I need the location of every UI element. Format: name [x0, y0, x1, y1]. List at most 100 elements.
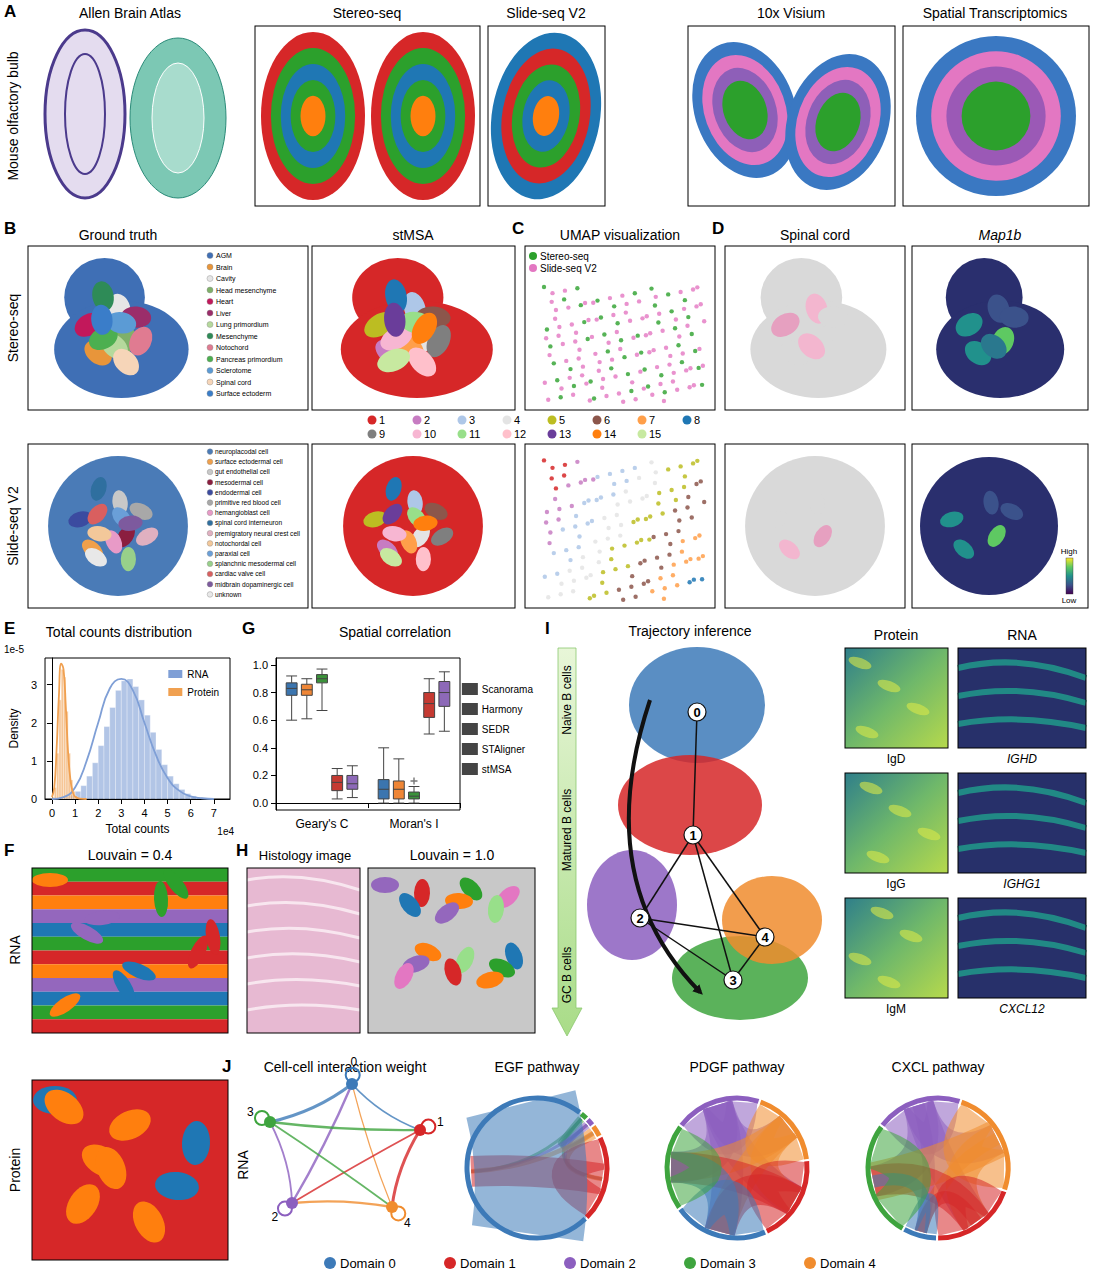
- svg-text:Allen Brain Atlas: Allen Brain Atlas: [79, 5, 181, 21]
- svg-text:UMAP visualization: UMAP visualization: [560, 227, 680, 243]
- svg-text:I: I: [545, 619, 550, 638]
- svg-text:Stereo-seq: Stereo-seq: [5, 294, 21, 362]
- svg-text:6: 6: [188, 807, 194, 819]
- svg-text:1.0: 1.0: [253, 659, 268, 671]
- svg-text:midbrain dopaminergic cell: midbrain dopaminergic cell: [215, 581, 294, 589]
- svg-text:14: 14: [604, 428, 616, 440]
- svg-text:Louvain = 1.0: Louvain = 1.0: [410, 847, 495, 863]
- svg-text:12: 12: [514, 428, 526, 440]
- svg-text:Pancreas primordium: Pancreas primordium: [216, 356, 283, 364]
- svg-text:Spatial Transcriptomics: Spatial Transcriptomics: [923, 5, 1068, 21]
- svg-text:3: 3: [247, 1105, 254, 1119]
- svg-text:Cavity: Cavity: [216, 275, 236, 283]
- svg-text:H: H: [236, 841, 248, 860]
- svg-text:0: 0: [49, 807, 55, 819]
- svg-text:0.6: 0.6: [253, 714, 268, 726]
- svg-text:Slide-seq V2: Slide-seq V2: [540, 263, 597, 274]
- svg-text:F: F: [4, 841, 14, 860]
- svg-text:3: 3: [31, 679, 37, 691]
- svg-text:AGM: AGM: [216, 252, 232, 259]
- svg-text:IgD: IgD: [887, 752, 906, 766]
- svg-text:Stereo-seq: Stereo-seq: [333, 5, 401, 21]
- svg-text:hemangioblast cell: hemangioblast cell: [215, 509, 270, 517]
- svg-text:3: 3: [118, 807, 124, 819]
- svg-text:splanchnic mesodermal cell: splanchnic mesodermal cell: [215, 560, 297, 568]
- svg-text:11: 11: [469, 428, 480, 440]
- svg-text:Protein: Protein: [187, 687, 219, 698]
- svg-text:Domain 4: Domain 4: [820, 1256, 876, 1271]
- svg-text:RNA: RNA: [235, 1150, 251, 1180]
- svg-text:0.4: 0.4: [253, 742, 268, 754]
- svg-text:Protein: Protein: [7, 1148, 23, 1192]
- svg-text:10x Visium: 10x Visium: [757, 5, 825, 21]
- svg-text:2: 2: [31, 717, 37, 729]
- svg-text:surface ectodermal cell: surface ectodermal cell: [215, 458, 283, 465]
- svg-text:B: B: [4, 219, 16, 238]
- svg-text:premigratory neural crest cell: premigratory neural crest cell: [215, 530, 301, 538]
- svg-text:GC B cells: GC B cells: [560, 947, 574, 1004]
- svg-text:Scanorama: Scanorama: [482, 684, 534, 695]
- svg-text:Total counts distribution: Total counts distribution: [46, 624, 192, 640]
- svg-text:7: 7: [649, 414, 655, 426]
- svg-text:1e4: 1e4: [217, 826, 234, 837]
- svg-text:4: 4: [514, 414, 520, 426]
- svg-text:1: 1: [379, 414, 385, 426]
- svg-text:8: 8: [694, 414, 700, 426]
- svg-text:15: 15: [649, 428, 661, 440]
- svg-text:7: 7: [211, 807, 217, 819]
- svg-text:Lung primordium: Lung primordium: [216, 321, 269, 329]
- svg-text:Spinal cord: Spinal cord: [216, 379, 251, 387]
- svg-text:E: E: [4, 619, 15, 638]
- svg-text:primitive red blood cell: primitive red blood cell: [215, 499, 281, 507]
- svg-text:mesodermal cell: mesodermal cell: [215, 479, 264, 486]
- svg-text:Head mesenchyme: Head mesenchyme: [216, 287, 276, 295]
- svg-text:RNA: RNA: [1007, 627, 1037, 643]
- svg-text:5: 5: [559, 414, 565, 426]
- svg-text:9: 9: [379, 428, 385, 440]
- svg-text:0: 0: [350, 1055, 357, 1069]
- svg-text:Domain 2: Domain 2: [580, 1256, 636, 1271]
- svg-text:RNA: RNA: [7, 935, 23, 965]
- svg-text:Stereo-seq: Stereo-seq: [540, 251, 589, 262]
- svg-text:IGHD: IGHD: [1007, 752, 1037, 766]
- svg-text:1: 1: [31, 755, 37, 767]
- svg-text:2: 2: [95, 807, 101, 819]
- svg-text:stMSA: stMSA: [482, 764, 512, 775]
- svg-text:Slide-seq V2: Slide-seq V2: [5, 486, 21, 566]
- svg-text:Low: Low: [1062, 596, 1077, 605]
- svg-text:Moran's I: Moran's I: [390, 817, 439, 831]
- svg-text:Total counts: Total counts: [105, 822, 169, 836]
- svg-text:High: High: [1061, 547, 1077, 556]
- svg-text:4: 4: [141, 807, 147, 819]
- svg-text:Surface ectoderm: Surface ectoderm: [216, 390, 271, 397]
- svg-text:stMSA: stMSA: [392, 227, 434, 243]
- svg-text:gut endothelial cell: gut endothelial cell: [215, 468, 270, 476]
- svg-text:3: 3: [469, 414, 475, 426]
- svg-text:CXCL pathway: CXCL pathway: [892, 1059, 985, 1075]
- svg-text:Protein: Protein: [874, 627, 918, 643]
- svg-text:0.2: 0.2: [253, 769, 268, 781]
- svg-text:IGHG1: IGHG1: [1003, 877, 1040, 891]
- svg-text:1e-5: 1e-5: [4, 644, 24, 655]
- svg-text:IgG: IgG: [886, 877, 905, 891]
- svg-text:Ground truth: Ground truth: [79, 227, 158, 243]
- svg-text:2: 2: [424, 414, 430, 426]
- svg-text:Matured B cells: Matured B cells: [560, 789, 574, 872]
- svg-text:Heart: Heart: [216, 298, 233, 305]
- svg-text:Slide-seq V2: Slide-seq V2: [506, 5, 586, 21]
- svg-text:5: 5: [165, 807, 171, 819]
- svg-text:spinal cord interneuron: spinal cord interneuron: [215, 519, 282, 527]
- svg-text:Liver: Liver: [216, 310, 232, 317]
- svg-text:Sclerotome: Sclerotome: [216, 367, 252, 374]
- svg-text:Cell-cell interaction weight: Cell-cell interaction weight: [264, 1059, 427, 1075]
- svg-text:C: C: [512, 219, 524, 238]
- svg-text:EGF pathway: EGF pathway: [495, 1059, 580, 1075]
- svg-text:Domain 0: Domain 0: [340, 1256, 396, 1271]
- svg-text:unknown: unknown: [215, 591, 242, 598]
- svg-text:Harmony: Harmony: [482, 704, 523, 715]
- svg-text:0: 0: [693, 705, 700, 720]
- svg-text:Density: Density: [7, 708, 21, 748]
- svg-text:notochordal cell: notochordal cell: [215, 540, 262, 547]
- svg-text:J: J: [222, 1057, 231, 1076]
- svg-text:Trajectory inference: Trajectory inference: [628, 623, 751, 639]
